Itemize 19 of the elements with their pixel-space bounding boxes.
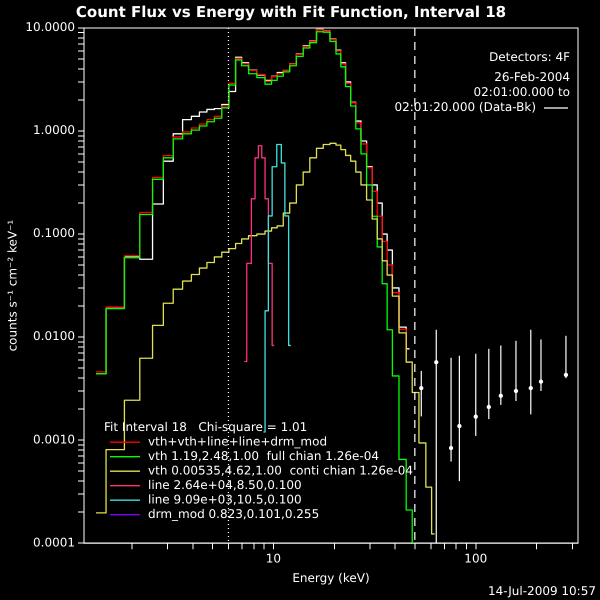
legend-label: drm_mod 0.823,0.101,0.255 bbox=[148, 506, 320, 521]
x-tick-label: 10 bbox=[266, 552, 282, 566]
y-tick-label: 1.0000 bbox=[33, 123, 76, 138]
legend-label: vth+vth+line+line+drm_mod bbox=[148, 434, 328, 448]
y-axis-title: counts s⁻¹ cm⁻² keV⁻¹ bbox=[5, 220, 20, 352]
annotation: Detectors: 4F bbox=[489, 50, 570, 64]
y-tick-label: 10.0000 bbox=[25, 20, 76, 34]
legend-label: vth 1.19,2.48,1.00 full chian 1.26e-04 bbox=[148, 448, 379, 463]
x-tick-label: 100 bbox=[464, 552, 488, 566]
y-tick-label: 0.0100 bbox=[33, 329, 76, 344]
legend-label: line 9.09e+03,10.5,0.100 bbox=[148, 492, 302, 506]
text: 14-Jul-2009 10:57 bbox=[488, 584, 596, 598]
x-axis-title: Energy (keV) bbox=[292, 570, 370, 585]
y-tick-label: 0.1000 bbox=[33, 226, 76, 240]
chart-title: Count Flux vs Energy with Fit Function, Interval 18 bbox=[76, 2, 506, 21]
y-tick-label: 0.0010 bbox=[33, 432, 76, 446]
legend-label: line 2.64e+04,8.50,0.100 bbox=[148, 478, 302, 492]
text: 26-Feb-2004 02:01:00.000 to 02:01:20.000 (Data-Bk) bbox=[394, 70, 570, 114]
y-tick-label: 0.0001 bbox=[33, 535, 76, 550]
